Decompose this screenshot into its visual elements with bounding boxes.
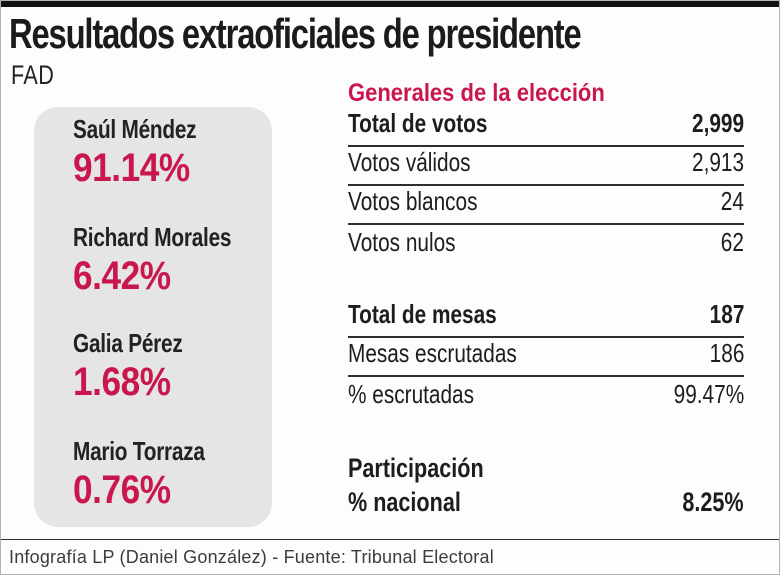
candidate-name: Richard Morales	[73, 223, 271, 252]
stats-heading-text: Generales de la elección	[348, 79, 605, 107]
candidate-name: Mario Torraza	[73, 437, 238, 466]
candidate-item: Mario Torraza 0.76%	[73, 437, 238, 511]
participation-row: Participación	[348, 450, 744, 484]
page-title: Resultados extraoficiales de presidente	[9, 10, 742, 58]
candidates-panel	[34, 107, 272, 527]
table-row: Votos válidos 2,913	[348, 147, 744, 186]
participation-block: Participación % nacional 8.25%	[348, 450, 744, 518]
row-label: Votos válidos	[348, 147, 471, 177]
table-row: % escrutadas 99.47%	[348, 377, 744, 416]
candidate-item: Saúl Méndez 91.14%	[73, 115, 227, 189]
footer-divider	[1, 539, 779, 540]
candidate-percent-text: 0.76%	[73, 467, 171, 512]
candidate-name-text: Galia Pérez	[73, 328, 183, 358]
votes-table: Total de votos 2,999 Votos válidos 2,913…	[348, 108, 744, 264]
row-label: Votos blancos	[348, 186, 478, 216]
party-label-text: FAD	[11, 60, 55, 90]
candidate-percent: 0.76%	[73, 469, 238, 511]
table-row: Votos nulos 62	[348, 225, 744, 264]
row-label: % escrutadas	[348, 379, 475, 409]
candidate-percent-text: 6.42%	[73, 253, 171, 298]
party-label: FAD	[11, 60, 65, 91]
candidate-name-text: Mario Torraza	[73, 436, 205, 466]
mesas-table: Total de mesas 187 Mesas escrutadas 186 …	[348, 299, 744, 416]
candidate-percent: 91.14%	[73, 147, 227, 189]
table-row: Votos blancos 24	[348, 186, 744, 225]
candidate-name: Galia Pérez	[73, 329, 210, 358]
stats-heading: Generales de la elección	[348, 79, 640, 108]
participation-label-line1: Participación	[348, 453, 484, 483]
candidate-name-text: Richard Morales	[73, 222, 232, 252]
candidate-name: Saúl Méndez	[73, 115, 227, 144]
candidate-item: Richard Morales 6.42%	[73, 223, 271, 297]
candidate-percent: 6.42%	[73, 255, 271, 297]
table-row: Total de mesas 187	[348, 299, 744, 338]
row-value: 24	[720, 186, 744, 216]
election-stats-column: Generales de la elección Total de votos …	[348, 1, 744, 574]
row-label: Total de votos	[348, 108, 488, 138]
row-value: 99.47%	[673, 379, 744, 409]
table-row: Mesas escrutadas 186	[348, 338, 744, 377]
footer-credit: Infografía LP (Daniel González) - Fuente…	[9, 547, 494, 567]
table-row: Total de votos 2,999	[348, 108, 744, 147]
page-title-text: Resultados extraoficiales de presidente	[9, 10, 582, 57]
row-value: 2,913	[691, 147, 744, 177]
row-value: 186	[709, 338, 744, 368]
row-label: Mesas escrutadas	[348, 338, 517, 368]
candidate-percent-text: 1.68%	[73, 359, 171, 404]
participation-row: % nacional 8.25%	[348, 484, 744, 518]
row-value: 187	[709, 299, 744, 329]
candidate-percent: 1.68%	[73, 361, 210, 403]
candidate-percent-text: 91.14%	[73, 145, 190, 190]
candidate-item: Galia Pérez 1.68%	[73, 329, 210, 403]
row-value: 2,999	[691, 108, 744, 138]
participation-label-line2: % nacional	[348, 487, 461, 517]
row-label: Total de mesas	[348, 299, 497, 329]
participation-value: 8.25%	[682, 487, 744, 517]
candidate-name-text: Saúl Méndez	[73, 114, 197, 144]
row-value: 62	[720, 227, 744, 257]
top-black-bar	[1, 1, 779, 7]
row-label: Votos nulos	[348, 227, 456, 257]
